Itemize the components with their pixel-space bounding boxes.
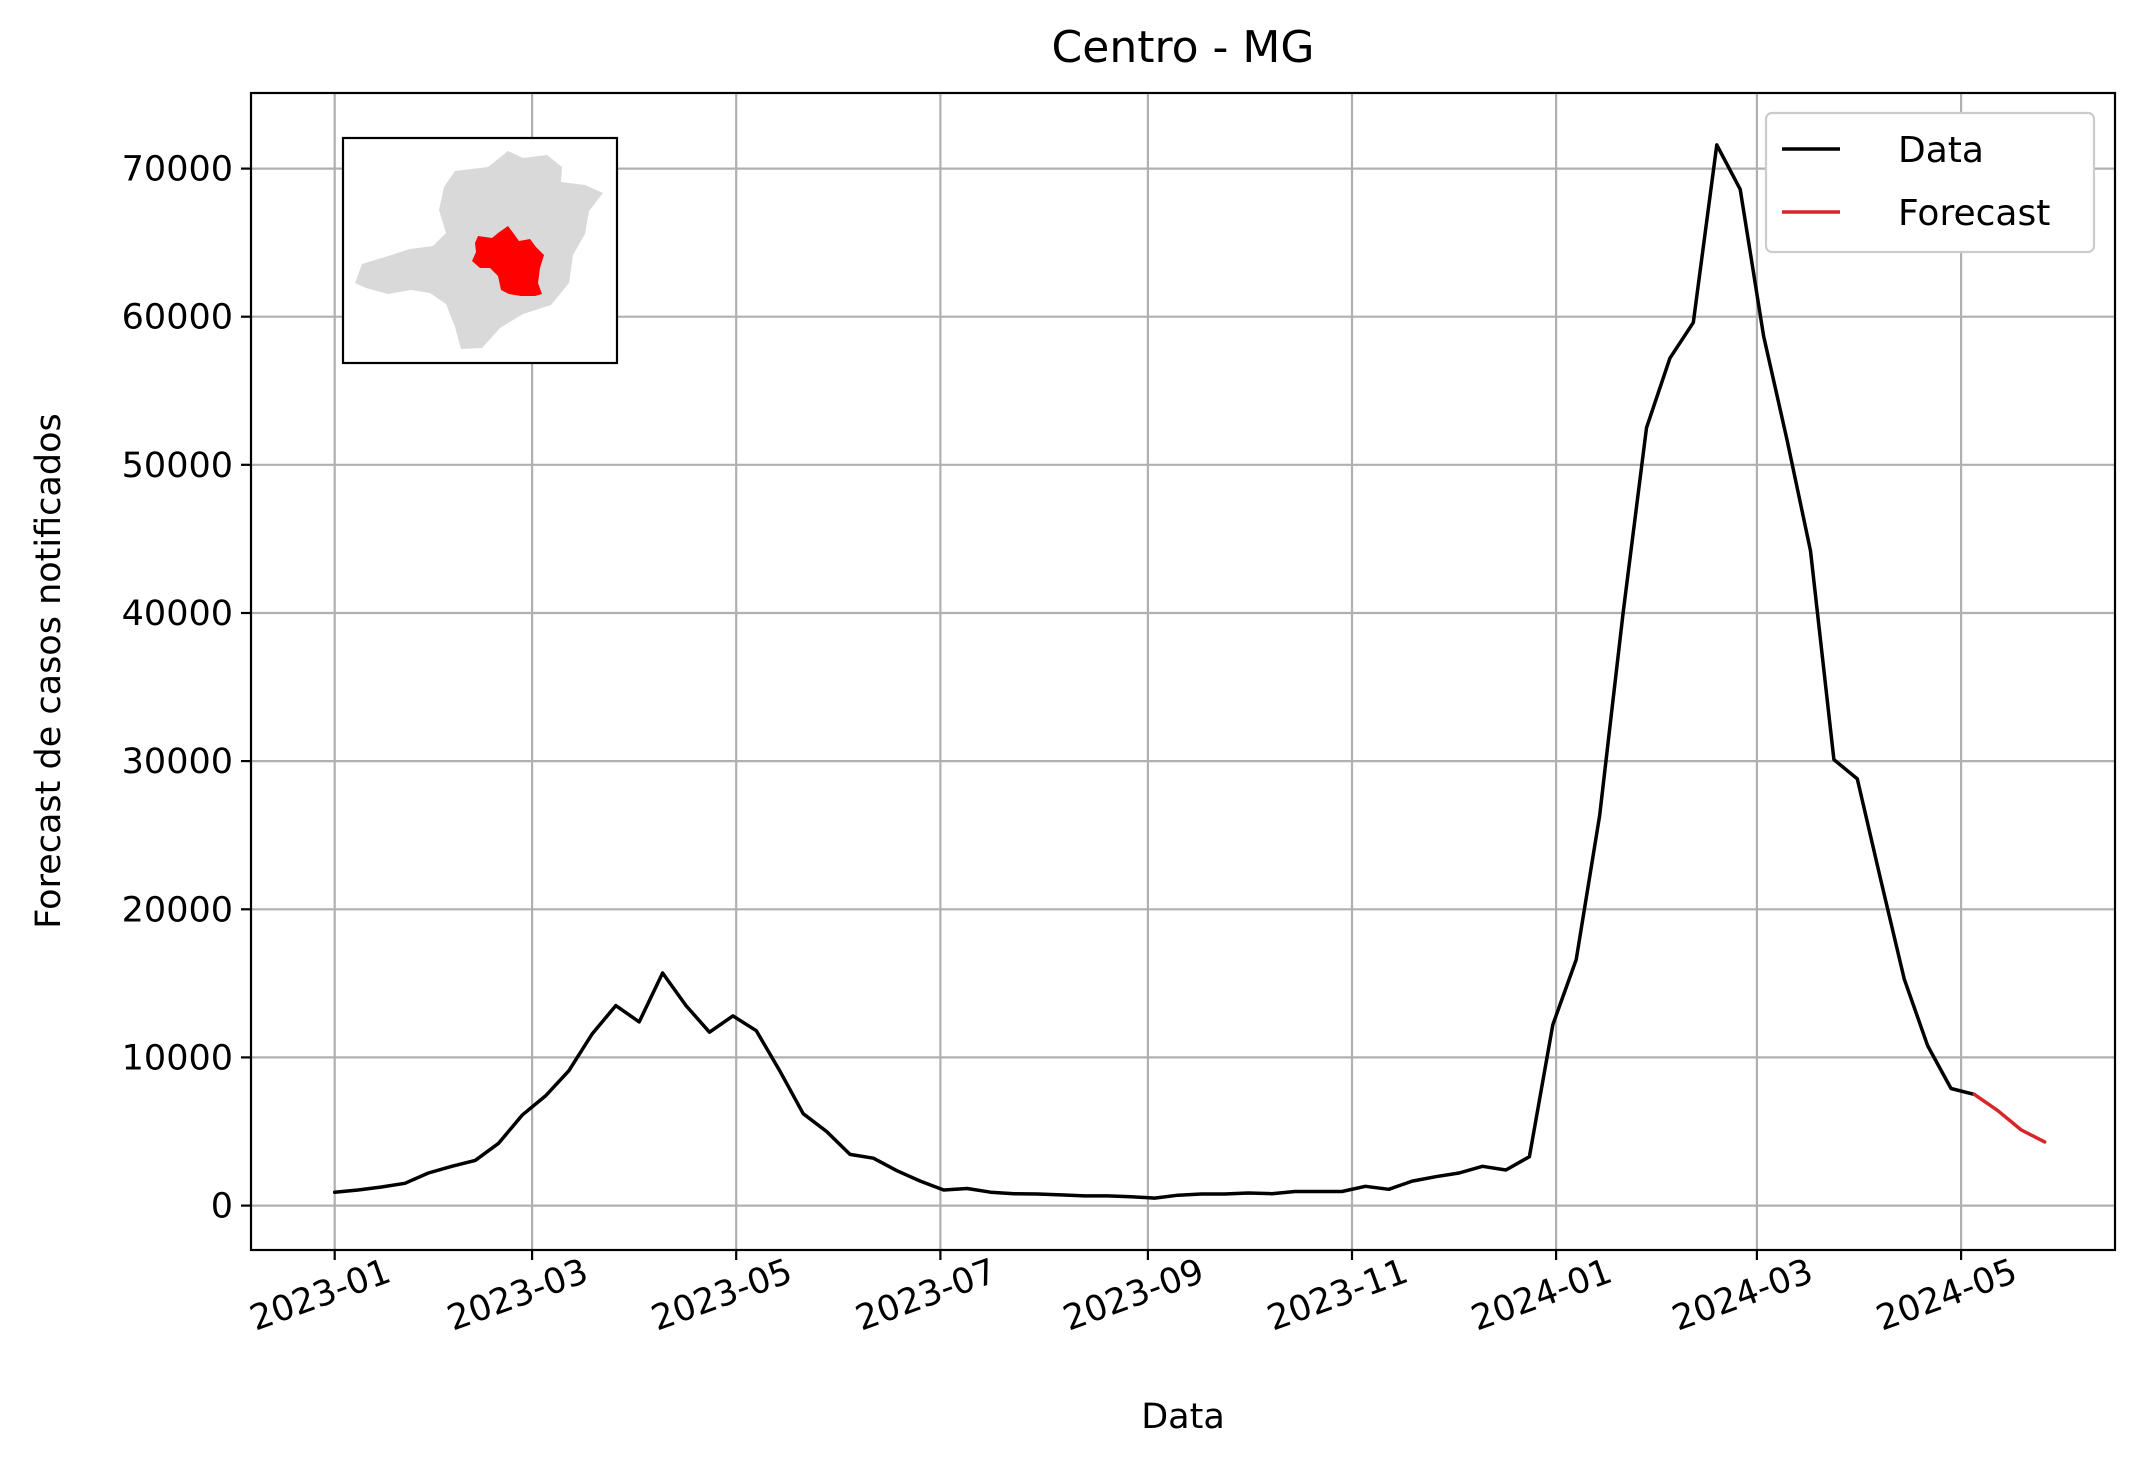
legend-label-forecast: Forecast [1898, 193, 2050, 234]
y-tick-label: 10000 [122, 1038, 233, 1078]
legend-box [1764, 111, 2096, 254]
y-tick-label: 40000 [122, 594, 233, 634]
series-group [332, 143, 2047, 1200]
inset-map [341, 136, 619, 365]
y-tick-label: 60000 [122, 298, 233, 338]
x-axis-label: Data [1141, 1397, 1225, 1437]
y-axis-label: Forecast de casos notificados [29, 413, 69, 928]
y-tick-label: 20000 [122, 890, 233, 930]
legend-label-data: Data [1898, 130, 1984, 171]
legend: Data Forecast [1764, 111, 2096, 254]
chart-title: Centro - MG [1052, 22, 1315, 73]
series-line-forecast [1972, 1092, 2047, 1144]
y-tick-label: 30000 [122, 742, 233, 782]
series-line-data [332, 143, 1977, 1200]
y-tick-label: 70000 [122, 150, 233, 190]
y-tick-label: 50000 [122, 446, 233, 486]
y-tick-label: 0 [211, 1187, 233, 1227]
region-shape [472, 226, 544, 296]
plot-frame [249, 91, 2117, 1252]
